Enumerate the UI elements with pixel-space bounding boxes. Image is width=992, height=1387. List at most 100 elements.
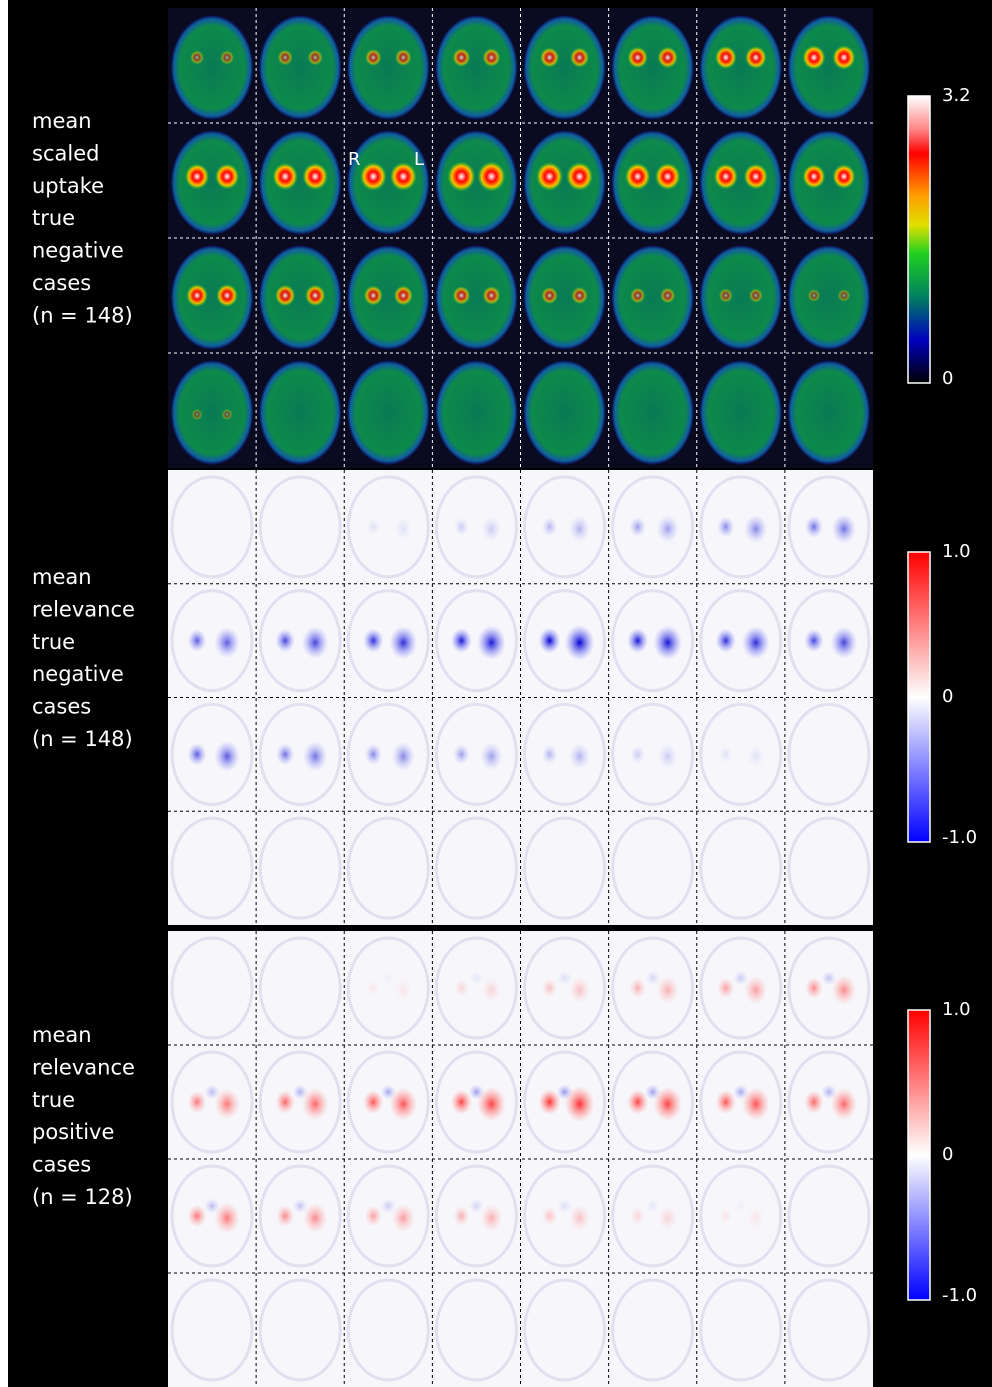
relevance-spot (733, 1198, 749, 1214)
relevance-spot (451, 628, 472, 653)
relevance-spot (292, 1198, 308, 1214)
relevance-spot (821, 970, 837, 986)
relevance-spot (394, 977, 413, 1002)
uptake-spot (308, 50, 323, 66)
relevance-spot (453, 1206, 470, 1227)
relevance-spot (364, 1205, 382, 1227)
relevance-spot (214, 741, 240, 773)
brain-slice (259, 16, 341, 120)
relevance-spot (275, 1090, 295, 1114)
panel-label: cases (32, 1153, 91, 1177)
uptake-spot (390, 162, 417, 191)
uptake-spot (566, 162, 593, 191)
uptake-spot (803, 164, 826, 188)
relevance-spot (477, 625, 506, 660)
relevance-spot (380, 970, 396, 986)
brain-slice (524, 16, 606, 120)
panel-label: true (32, 1088, 75, 1112)
panel-label: mean (32, 1023, 92, 1047)
uptake-spot (453, 286, 471, 305)
uptake-spot (570, 48, 589, 68)
relevance-spot (468, 1198, 484, 1214)
uptake-spot (305, 285, 325, 306)
uptake-spot (221, 409, 232, 420)
panel: meanrelevancetruepositivecases(n = 128)1… (32, 931, 977, 1387)
panel-label: (n = 148) (32, 727, 133, 751)
brain-slice (788, 361, 870, 465)
brain-slice (435, 361, 517, 465)
uptake-spot (749, 288, 763, 302)
panel-label: cases (32, 695, 91, 719)
brain-slice (524, 361, 606, 465)
brain-slice (788, 16, 870, 120)
uptake-spot (833, 45, 856, 69)
uptake-spot (541, 287, 557, 304)
uptake-spot (216, 284, 238, 307)
uptake-spot (278, 50, 293, 66)
uptake-spot (628, 47, 648, 68)
uptake-spot (360, 162, 387, 191)
relevance-spot (746, 744, 765, 769)
relevance-spot (454, 978, 469, 997)
uptake-spot (803, 45, 826, 69)
brain-slice (171, 131, 253, 235)
figure: meanscaleduptaketruenegativecases(n = 14… (0, 0, 992, 1387)
uptake-spot (186, 284, 208, 307)
uptake-spot (660, 288, 675, 304)
panel-label: mean (32, 565, 92, 589)
uptake-spot (625, 163, 650, 190)
brain-slice (259, 246, 341, 350)
brain-slice (788, 246, 870, 350)
relevance-spot (275, 629, 295, 653)
uptake-spot (655, 163, 680, 190)
colorbar-max: 3.2 (942, 85, 971, 106)
uptake-spot (394, 286, 413, 306)
uptake-spot (364, 286, 383, 306)
brain-slice (347, 16, 429, 120)
colorbar (908, 96, 930, 383)
relevance-spot (569, 743, 590, 770)
relevance-spot (821, 1084, 837, 1100)
relevance-spot (742, 626, 770, 660)
relevance-spot (454, 517, 469, 536)
relevance-spot (366, 979, 381, 998)
relevance-spot (645, 1198, 661, 1214)
relevance-spot (629, 516, 646, 537)
uptake-spot (719, 288, 733, 302)
brain-slice (259, 131, 341, 235)
uptake-spot (808, 289, 821, 302)
uptake-spot (453, 48, 471, 67)
colorbar-min: 0 (942, 368, 953, 389)
uptake-spot (744, 164, 768, 190)
colorbar-min: -1.0 (942, 827, 977, 848)
panel-label: true (32, 206, 75, 230)
relevance-spot (541, 744, 557, 764)
colorbar (908, 1010, 930, 1300)
relevance-spot (832, 514, 857, 545)
brain-slice (347, 131, 429, 235)
relevance-spot (541, 517, 557, 537)
panel-label: scaled (32, 141, 99, 165)
relevance-spot (733, 1084, 749, 1100)
brain-slice (435, 16, 517, 120)
relevance-spot (541, 1206, 557, 1226)
brain-slice (612, 361, 694, 465)
uptake-spot (715, 46, 737, 69)
relevance-spot (804, 1090, 824, 1114)
relevance-spot (292, 1084, 308, 1100)
uptake-spot (220, 50, 234, 64)
relevance-spot (276, 1205, 294, 1227)
brain-slice (700, 361, 782, 465)
uptake-spot (395, 49, 411, 66)
relevance-spot (658, 1205, 678, 1231)
brain-slice (347, 246, 429, 350)
relevance-spot (804, 629, 824, 653)
relevance-spot (657, 515, 679, 543)
relevance-spot (718, 1207, 733, 1226)
relevance-spot (627, 628, 648, 653)
relevance-spot (276, 743, 294, 765)
panel-label: true (32, 630, 75, 654)
brain-slice (700, 16, 782, 120)
relevance-spot (303, 741, 328, 772)
colorbar-min: -1.0 (942, 1285, 977, 1306)
